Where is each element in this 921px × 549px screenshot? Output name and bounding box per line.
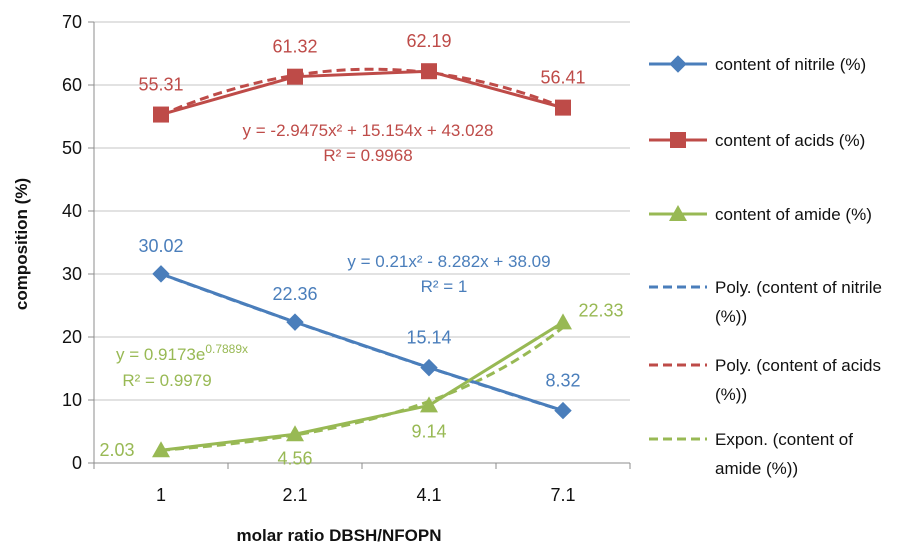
data-labels: 30.02 22.36 15.14 8.32 55.31 61.32 62.19 56.41 2…: [99, 31, 623, 468]
y-tick-label: 50: [62, 138, 82, 158]
legend-marker: [669, 55, 687, 73]
trendline-1: [160, 67, 564, 117]
series-line-1: [160, 69, 564, 116]
data-label-2-0: 2.03: [99, 440, 134, 460]
series-lines: [160, 69, 564, 452]
legend-label-line: (%)): [715, 307, 747, 326]
data-label-1-3: 56.41: [540, 68, 585, 88]
legend-marker: [669, 205, 687, 221]
x-axis-title: molar ratio DBSH/NFOPN: [237, 526, 442, 545]
x-axis-ticks: 1 2.1 4.1 7.1: [93, 463, 631, 505]
y-tick-label: 40: [62, 201, 82, 221]
data-label-0-1: 22.36: [272, 284, 317, 304]
series-line-2: [160, 321, 564, 452]
x-tick-label: 2.1: [282, 485, 307, 505]
legend-label-line: Poly. (content of nitrile: [715, 278, 882, 297]
gridlines: [88, 21, 630, 464]
legend-label: content of acids (%): [715, 131, 865, 150]
trendline-r2-1: R² = 0.9968: [323, 146, 412, 165]
legend-label-line: Poly. (content of acids: [715, 356, 881, 375]
data-point-2-3: [554, 313, 572, 330]
trendline-equation-1: y = -2.9475x² + 15.154x + 43.028: [243, 121, 494, 140]
y-tick-label: 70: [62, 12, 82, 32]
data-label-2-2: 9.14: [411, 421, 446, 441]
trendline-r2-2: R² = 0.9979: [122, 371, 211, 390]
data-point-1-1: [287, 68, 303, 85]
legend-label: content of nitrile (%): [715, 55, 866, 74]
data-label-1-2: 62.19: [406, 31, 451, 51]
data-point-2-2: [420, 396, 438, 413]
legend-entry-5: Expon. (content of amide (%)): [649, 430, 853, 478]
trendline-2: [160, 326, 564, 452]
series-markers: [152, 63, 572, 458]
legend-entry-2: content of amide (%): [649, 205, 872, 224]
data-label-0-3: 8.32: [545, 371, 580, 391]
legend-label-line: Expon. (content of: [715, 430, 853, 449]
data-label-0-0: 30.02: [138, 236, 183, 256]
legend-label-line: (%)): [715, 385, 747, 404]
legend-label: content of amide (%): [715, 205, 872, 224]
x-tick-label: 7.1: [550, 485, 575, 505]
data-point-0-3: [554, 401, 572, 420]
data-label-1-1: 61.32: [272, 37, 317, 57]
y-tick-label: 30: [62, 264, 82, 284]
data-point-1-3: [555, 99, 571, 116]
data-label-2-1: 4.56: [277, 448, 312, 468]
legend-entry-1: content of acids (%): [649, 131, 865, 150]
legend-entry-0: content of nitrile (%): [649, 55, 866, 74]
y-tick-label: 20: [62, 327, 82, 347]
data-point-0-0: [152, 265, 170, 283]
data-label-0-2: 15.14: [406, 328, 451, 348]
legend-label-line: amide (%)): [715, 459, 798, 478]
x-tick-label: 4.1: [416, 485, 441, 505]
y-axis-ticks: 0 10 20 30 40 50 60 70: [62, 12, 82, 473]
legend-entry-3: Poly. (content of nitrile (%)): [649, 278, 882, 326]
y-tick-label: 0: [72, 453, 82, 473]
series-line-0: [160, 272, 564, 413]
legend-marker: [670, 132, 686, 148]
trendline-r2-0: R² = 1: [421, 277, 468, 296]
plot-area: 0 10 20 30 40 50 60 70 1 2.1 4.1 7.1 30.02 22.36 15.…: [62, 12, 631, 505]
x-tick-label: 1: [156, 485, 166, 505]
data-point-1-0: [153, 106, 169, 123]
data-label-2-3: 22.33: [578, 300, 623, 320]
trendline-equation-0: y = 0.21x² - 8.282x + 38.09: [347, 252, 550, 271]
data-point-2-0: [152, 441, 170, 458]
data-label-1-0: 55.31: [138, 75, 183, 95]
y-axis-title: composition (%): [12, 178, 31, 310]
data-point-0-2: [420, 358, 438, 377]
y-tick-label: 10: [62, 390, 82, 410]
trendline-equation-2: y = 0.9173e0.7889x: [116, 342, 248, 364]
data-point-2-1: [286, 425, 304, 442]
data-point-0-1: [286, 313, 304, 331]
y-tick-label: 60: [62, 75, 82, 95]
legend-entry-4: Poly. (content of acids (%)): [649, 356, 881, 404]
legend: content of nitrile (%) content of acids (…: [649, 55, 882, 478]
data-point-1-2: [421, 63, 437, 80]
